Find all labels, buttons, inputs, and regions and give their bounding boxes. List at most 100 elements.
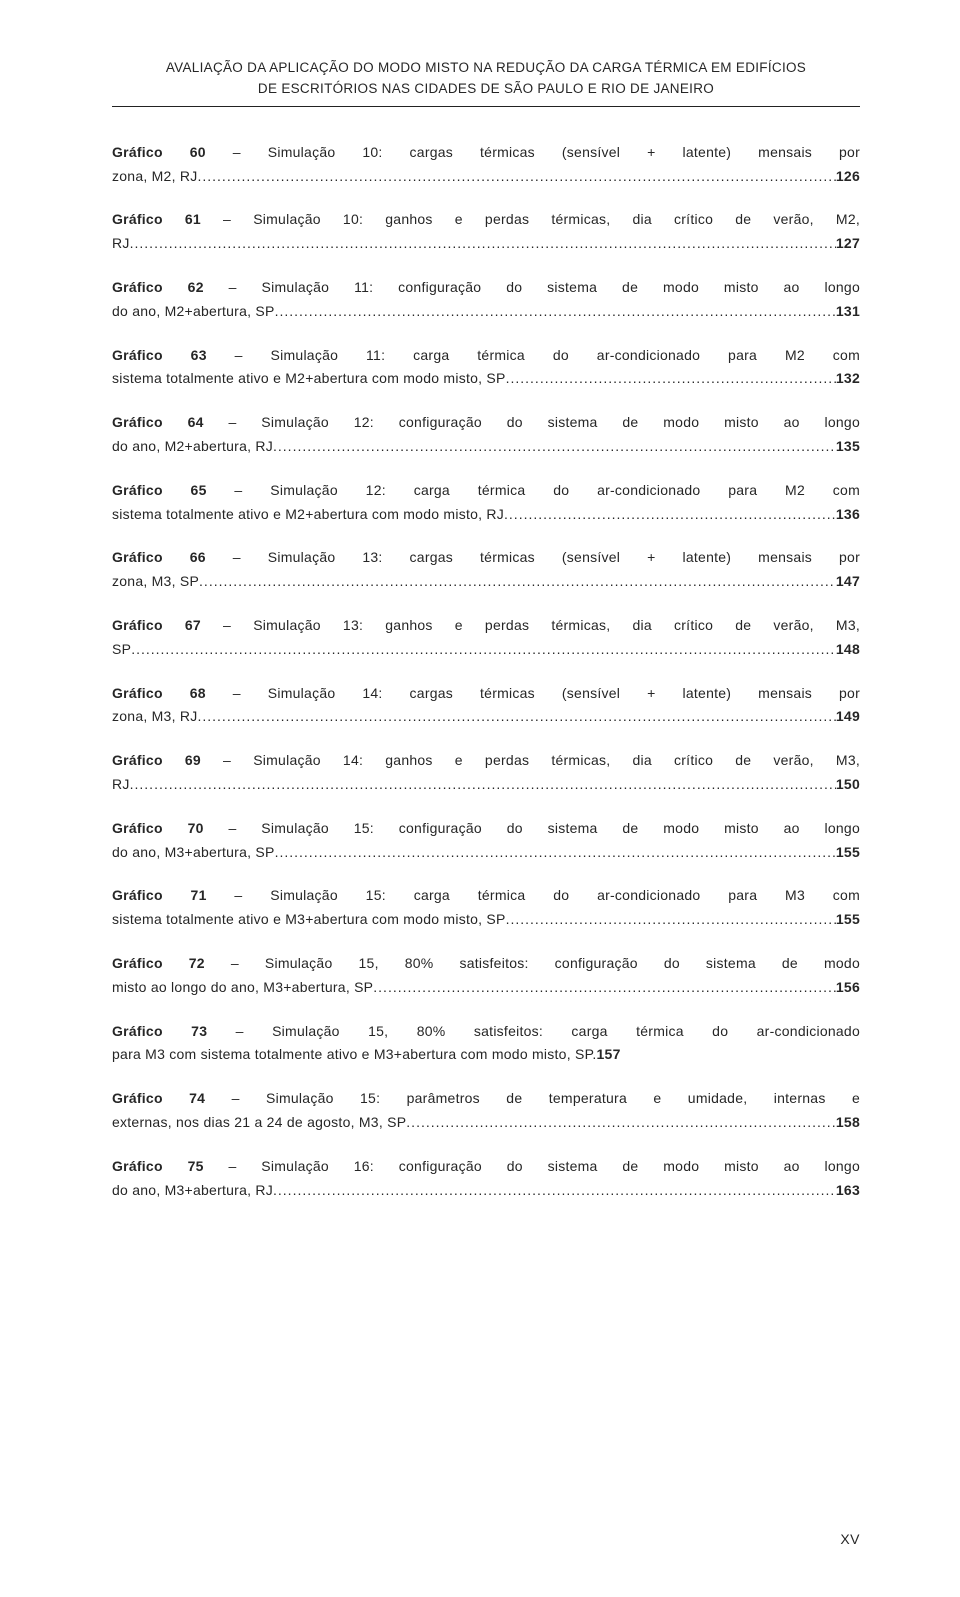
toc-entry-text: – Simulação 10: ganhos e perdas térmicas…	[201, 211, 860, 227]
toc-entry-lead: Gráfico 72	[112, 955, 205, 971]
leader-dots: ........................................…	[506, 367, 836, 391]
toc-entry-text: – Simulação 10: cargas térmicas (sensíve…	[206, 144, 860, 160]
toc-entry: Gráfico 60 – Simulação 10: cargas térmic…	[112, 141, 860, 189]
toc-entry: Gráfico 67 – Simulação 13: ganhos e perd…	[112, 614, 860, 662]
document-page: AVALIAÇÃO DA APLICAÇÃO DO MODO MISTO NA …	[0, 0, 960, 1597]
toc-entry-line1: Gráfico 60 – Simulação 10: cargas térmic…	[112, 141, 860, 165]
toc-entry-page: 157	[597, 1043, 621, 1067]
leader-dots: ........................................…	[273, 1179, 836, 1203]
toc-entry-lead: Gráfico 64	[112, 414, 204, 430]
toc-entry-lead: Gráfico 69	[112, 752, 201, 768]
toc-entry-tail: misto ao longo do ano, M3+abertura, SP	[112, 976, 373, 1000]
toc-entry-line2: RJ......................................…	[112, 773, 860, 797]
toc-entry: Gráfico 75 – Simulação 16: configuração …	[112, 1155, 860, 1203]
toc-entry-page: 136	[836, 503, 860, 527]
toc-entry-text: – Simulação 14: cargas térmicas (sensíve…	[206, 685, 860, 701]
toc-entry-line1: Gráfico 61 – Simulação 10: ganhos e perd…	[112, 208, 860, 232]
toc-entry-line2: para M3 com sistema totalmente ativo e M…	[112, 1043, 860, 1067]
leader-dots: ........................................…	[275, 300, 836, 324]
toc-entry-page: 158	[836, 1111, 860, 1135]
toc-entry-text: – Simulação 15: configuração do sistema …	[204, 820, 860, 836]
toc-entry-tail: sistema totalmente ativo e M2+abertura c…	[112, 503, 504, 527]
toc-entry-page: 126	[836, 165, 860, 189]
toc-entry-line2: do ano, M3+abertura, SP.................…	[112, 841, 860, 865]
toc-entry-lead: Gráfico 70	[112, 820, 204, 836]
toc-entry-text: – Simulação 11: carga térmica do ar-cond…	[207, 347, 860, 363]
toc-entry-lead: Gráfico 68	[112, 685, 206, 701]
toc-entry-text: – Simulação 15: parâmetros de temperatur…	[205, 1090, 860, 1106]
toc-entry-page: 127	[836, 232, 860, 256]
toc-entry-line1: Gráfico 70 – Simulação 15: configuração …	[112, 817, 860, 841]
toc-entry-line1: Gráfico 75 – Simulação 16: configuração …	[112, 1155, 860, 1179]
toc-entry-lead: Gráfico 71	[112, 887, 207, 903]
toc-entry-tail: externas, nos dias 21 a 24 de agosto, M3…	[112, 1111, 406, 1135]
toc-entry-page: 148	[836, 638, 860, 662]
toc-entry: Gráfico 62 – Simulação 11: configuração …	[112, 276, 860, 324]
toc-entry: Gráfico 73 – Simulação 15, 80% satisfeit…	[112, 1020, 860, 1068]
toc-entry-line2: sistema totalmente ativo e M2+abertura c…	[112, 503, 860, 527]
toc-entry: Gráfico 70 – Simulação 15: configuração …	[112, 817, 860, 865]
toc-entry-line2: do ano, M2+abertura, RJ.................…	[112, 435, 860, 459]
toc-entry-line2: do ano, M2+abertura, SP.................…	[112, 300, 860, 324]
toc-entry: Gráfico 65 – Simulação 12: carga térmica…	[112, 479, 860, 527]
toc-entry: Gráfico 74 – Simulação 15: parâmetros de…	[112, 1087, 860, 1135]
toc-entry-lead: Gráfico 66	[112, 549, 206, 565]
toc-entry-tail: zona, M3, SP	[112, 570, 199, 594]
toc-entry-line2: misto ao longo do ano, M3+abertura, SP..…	[112, 976, 860, 1000]
leader-dots: ........................................…	[273, 435, 836, 459]
toc-entry-line1: Gráfico 71 – Simulação 15: carga térmica…	[112, 884, 860, 908]
toc-entry-page: 131	[836, 300, 860, 324]
toc-entry: Gráfico 64 – Simulação 12: configuração …	[112, 411, 860, 459]
toc-entry-page: 132	[836, 367, 860, 391]
toc-entry-page: 150	[836, 773, 860, 797]
toc-entry-tail: SP	[112, 638, 131, 662]
toc-entry-line1: Gráfico 62 – Simulação 11: configuração …	[112, 276, 860, 300]
header-line-1: AVALIAÇÃO DA APLICAÇÃO DO MODO MISTO NA …	[112, 58, 860, 79]
toc-entry-tail: do ano, M2+abertura, RJ	[112, 435, 273, 459]
toc-entry-lead: Gráfico 75	[112, 1158, 204, 1174]
toc-entry-line1: Gráfico 67 – Simulação 13: ganhos e perd…	[112, 614, 860, 638]
toc-entry-tail: do ano, M3+abertura, SP	[112, 841, 275, 865]
toc-entry-tail: para M3 com sistema totalmente ativo e M…	[112, 1043, 597, 1067]
toc-entry-text: – Simulação 14: ganhos e perdas térmicas…	[201, 752, 860, 768]
toc-entry-tail: zona, M3, RJ	[112, 705, 197, 729]
toc-entry-tail: RJ	[112, 773, 130, 797]
toc-entry-lead: Gráfico 63	[112, 347, 207, 363]
toc-entry-page: 149	[836, 705, 860, 729]
leader-dots: ........................................…	[504, 503, 836, 527]
header-rule	[112, 106, 860, 107]
leader-dots: ........................................…	[406, 1111, 836, 1135]
toc-entry-line2: zona, M3, SP............................…	[112, 570, 860, 594]
toc-entry-page: 156	[836, 976, 860, 1000]
toc-entry-text: – Simulação 13: ganhos e perdas térmicas…	[201, 617, 860, 633]
toc-entry-line1: Gráfico 63 – Simulação 11: carga térmica…	[112, 344, 860, 368]
toc-entry: Gráfico 69 – Simulação 14: ganhos e perd…	[112, 749, 860, 797]
toc-entry-tail: sistema totalmente ativo e M3+abertura c…	[112, 908, 506, 932]
toc-entry-line2: sistema totalmente ativo e M2+abertura c…	[112, 367, 860, 391]
page-number: XV	[840, 1531, 860, 1547]
toc-entry-line2: sistema totalmente ativo e M3+abertura c…	[112, 908, 860, 932]
leader-dots: ........................................…	[197, 165, 835, 189]
toc-entry-lead: Gráfico 61	[112, 211, 201, 227]
leader-dots: ........................................…	[130, 773, 836, 797]
toc-entry-line1: Gráfico 65 – Simulação 12: carga térmica…	[112, 479, 860, 503]
toc-entry: Gráfico 72 – Simulação 15, 80% satisfeit…	[112, 952, 860, 1000]
toc-entry: Gráfico 68 – Simulação 14: cargas térmic…	[112, 682, 860, 730]
toc-entry-text: – Simulação 15, 80% satisfeitos: configu…	[205, 955, 860, 971]
leader-dots: ........................................…	[131, 638, 836, 662]
toc-entry: Gráfico 61 – Simulação 10: ganhos e perd…	[112, 208, 860, 256]
leader-dots: ........................................…	[506, 908, 836, 932]
toc-entry-text: – Simulação 12: carga térmica do ar-cond…	[207, 482, 860, 498]
toc-entry-lead: Gráfico 65	[112, 482, 207, 498]
toc-entry-line2: RJ......................................…	[112, 232, 860, 256]
toc-entry-tail: zona, M2, RJ	[112, 165, 197, 189]
toc-entry-line2: do ano, M3+abertura, RJ.................…	[112, 1179, 860, 1203]
toc-entry-lead: Gráfico 62	[112, 279, 204, 295]
toc-entry-lead: Gráfico 60	[112, 144, 206, 160]
toc-entry-line1: Gráfico 74 – Simulação 15: parâmetros de…	[112, 1087, 860, 1111]
toc-entry-line1: Gráfico 72 – Simulação 15, 80% satisfeit…	[112, 952, 860, 976]
toc-entry: Gráfico 63 – Simulação 11: carga térmica…	[112, 344, 860, 392]
leader-dots: ........................................…	[373, 976, 836, 1000]
toc-entry-lead: Gráfico 73	[112, 1023, 207, 1039]
toc-entry-line2: zona, M2, RJ............................…	[112, 165, 860, 189]
